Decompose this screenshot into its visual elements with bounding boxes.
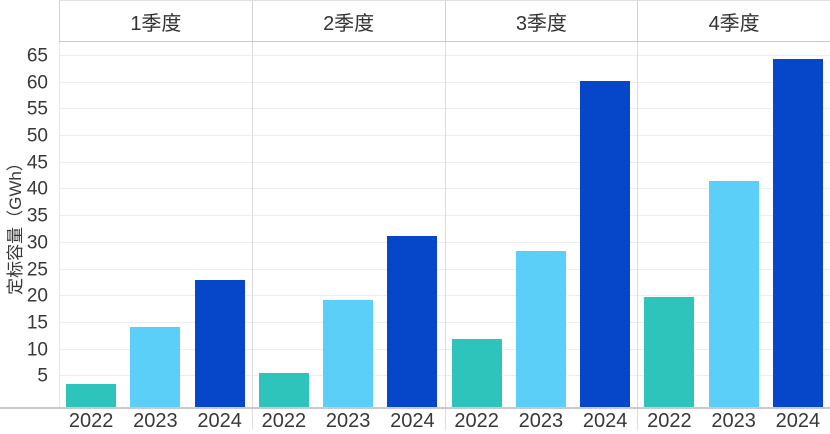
- bar-q4-2022[interactable]: [644, 297, 695, 407]
- bar-q2-2022[interactable]: [258, 373, 309, 407]
- plot-area: [59, 42, 830, 430]
- y-tick-label-40: 40: [26, 178, 48, 200]
- panel-header-row: 1季度 2季度 3季度 4季度: [59, 0, 830, 42]
- panel-header-q1: 1季度: [59, 1, 252, 41]
- bar-q4-2023[interactable]: [708, 180, 759, 407]
- panel-header-q3: 3季度: [444, 1, 638, 41]
- x-label-q1-2023: 2023: [133, 410, 178, 432]
- bar-q2-2023[interactable]: [323, 299, 374, 407]
- y-tick-label-15: 15: [26, 312, 48, 334]
- bar-q1-2023[interactable]: [130, 327, 181, 407]
- y-tick-label-65: 65: [26, 45, 48, 67]
- panel-header-q4: 4季度: [637, 1, 830, 41]
- y-tick-label-20: 20: [26, 285, 48, 307]
- x-label-q2-2023: 2023: [325, 410, 371, 432]
- panel-header-q2: 2季度: [251, 1, 445, 41]
- y-axis-line: [59, 42, 60, 407]
- x-label-q3-2024: 2024: [582, 410, 628, 432]
- y-tick-label-25: 25: [26, 259, 48, 280]
- y-tick-label-30: 30: [26, 232, 48, 254]
- x-label-q4-2024: 2024: [775, 410, 821, 432]
- y-tick-label-60: 60: [26, 72, 48, 94]
- panel-q1: [59, 42, 252, 407]
- x-label-q2-2024: 2024: [390, 410, 435, 432]
- x-axis-line: [0, 407, 830, 409]
- bar-q1-2024[interactable]: [194, 279, 245, 407]
- y-tick-label-35: 35: [26, 205, 48, 227]
- y-tick-label-45: 45: [26, 152, 48, 174]
- x-label-q3-2023: 2023: [518, 410, 564, 432]
- x-label-q4-2022: 2022: [647, 410, 692, 432]
- x-label-q4-2023: 2023: [711, 410, 756, 432]
- y-tick-label-55: 55: [26, 98, 48, 120]
- bar-q2-2024[interactable]: [387, 236, 438, 407]
- y-tick-label-5: 5: [37, 365, 48, 387]
- y-tick-label-10: 10: [26, 339, 48, 361]
- panel-separator: [637, 42, 639, 430]
- y-axis-ticks: 5 10 15 20 25 30 35 40 45 50 55 60 65: [0, 42, 50, 407]
- panel-separator: [444, 42, 446, 430]
- bar-q3-2022[interactable]: [451, 339, 502, 407]
- panel-q4: [637, 42, 830, 407]
- bar-q3-2023[interactable]: [515, 251, 566, 407]
- y-tick-label-50: 50: [26, 125, 48, 147]
- x-label-q1-2022: 2022: [68, 410, 114, 432]
- bar-q4-2024[interactable]: [772, 59, 823, 407]
- x-label-q3-2022: 2022: [454, 410, 499, 432]
- bar-q3-2024[interactable]: [580, 81, 631, 407]
- panel-q3: [445, 42, 638, 407]
- panel-q2: [252, 42, 445, 407]
- x-label-q2-2022: 2022: [261, 410, 307, 432]
- bar-q1-2022[interactable]: [66, 384, 117, 407]
- panel-separator: [251, 42, 253, 430]
- x-label-q1-2024: 2024: [197, 410, 242, 432]
